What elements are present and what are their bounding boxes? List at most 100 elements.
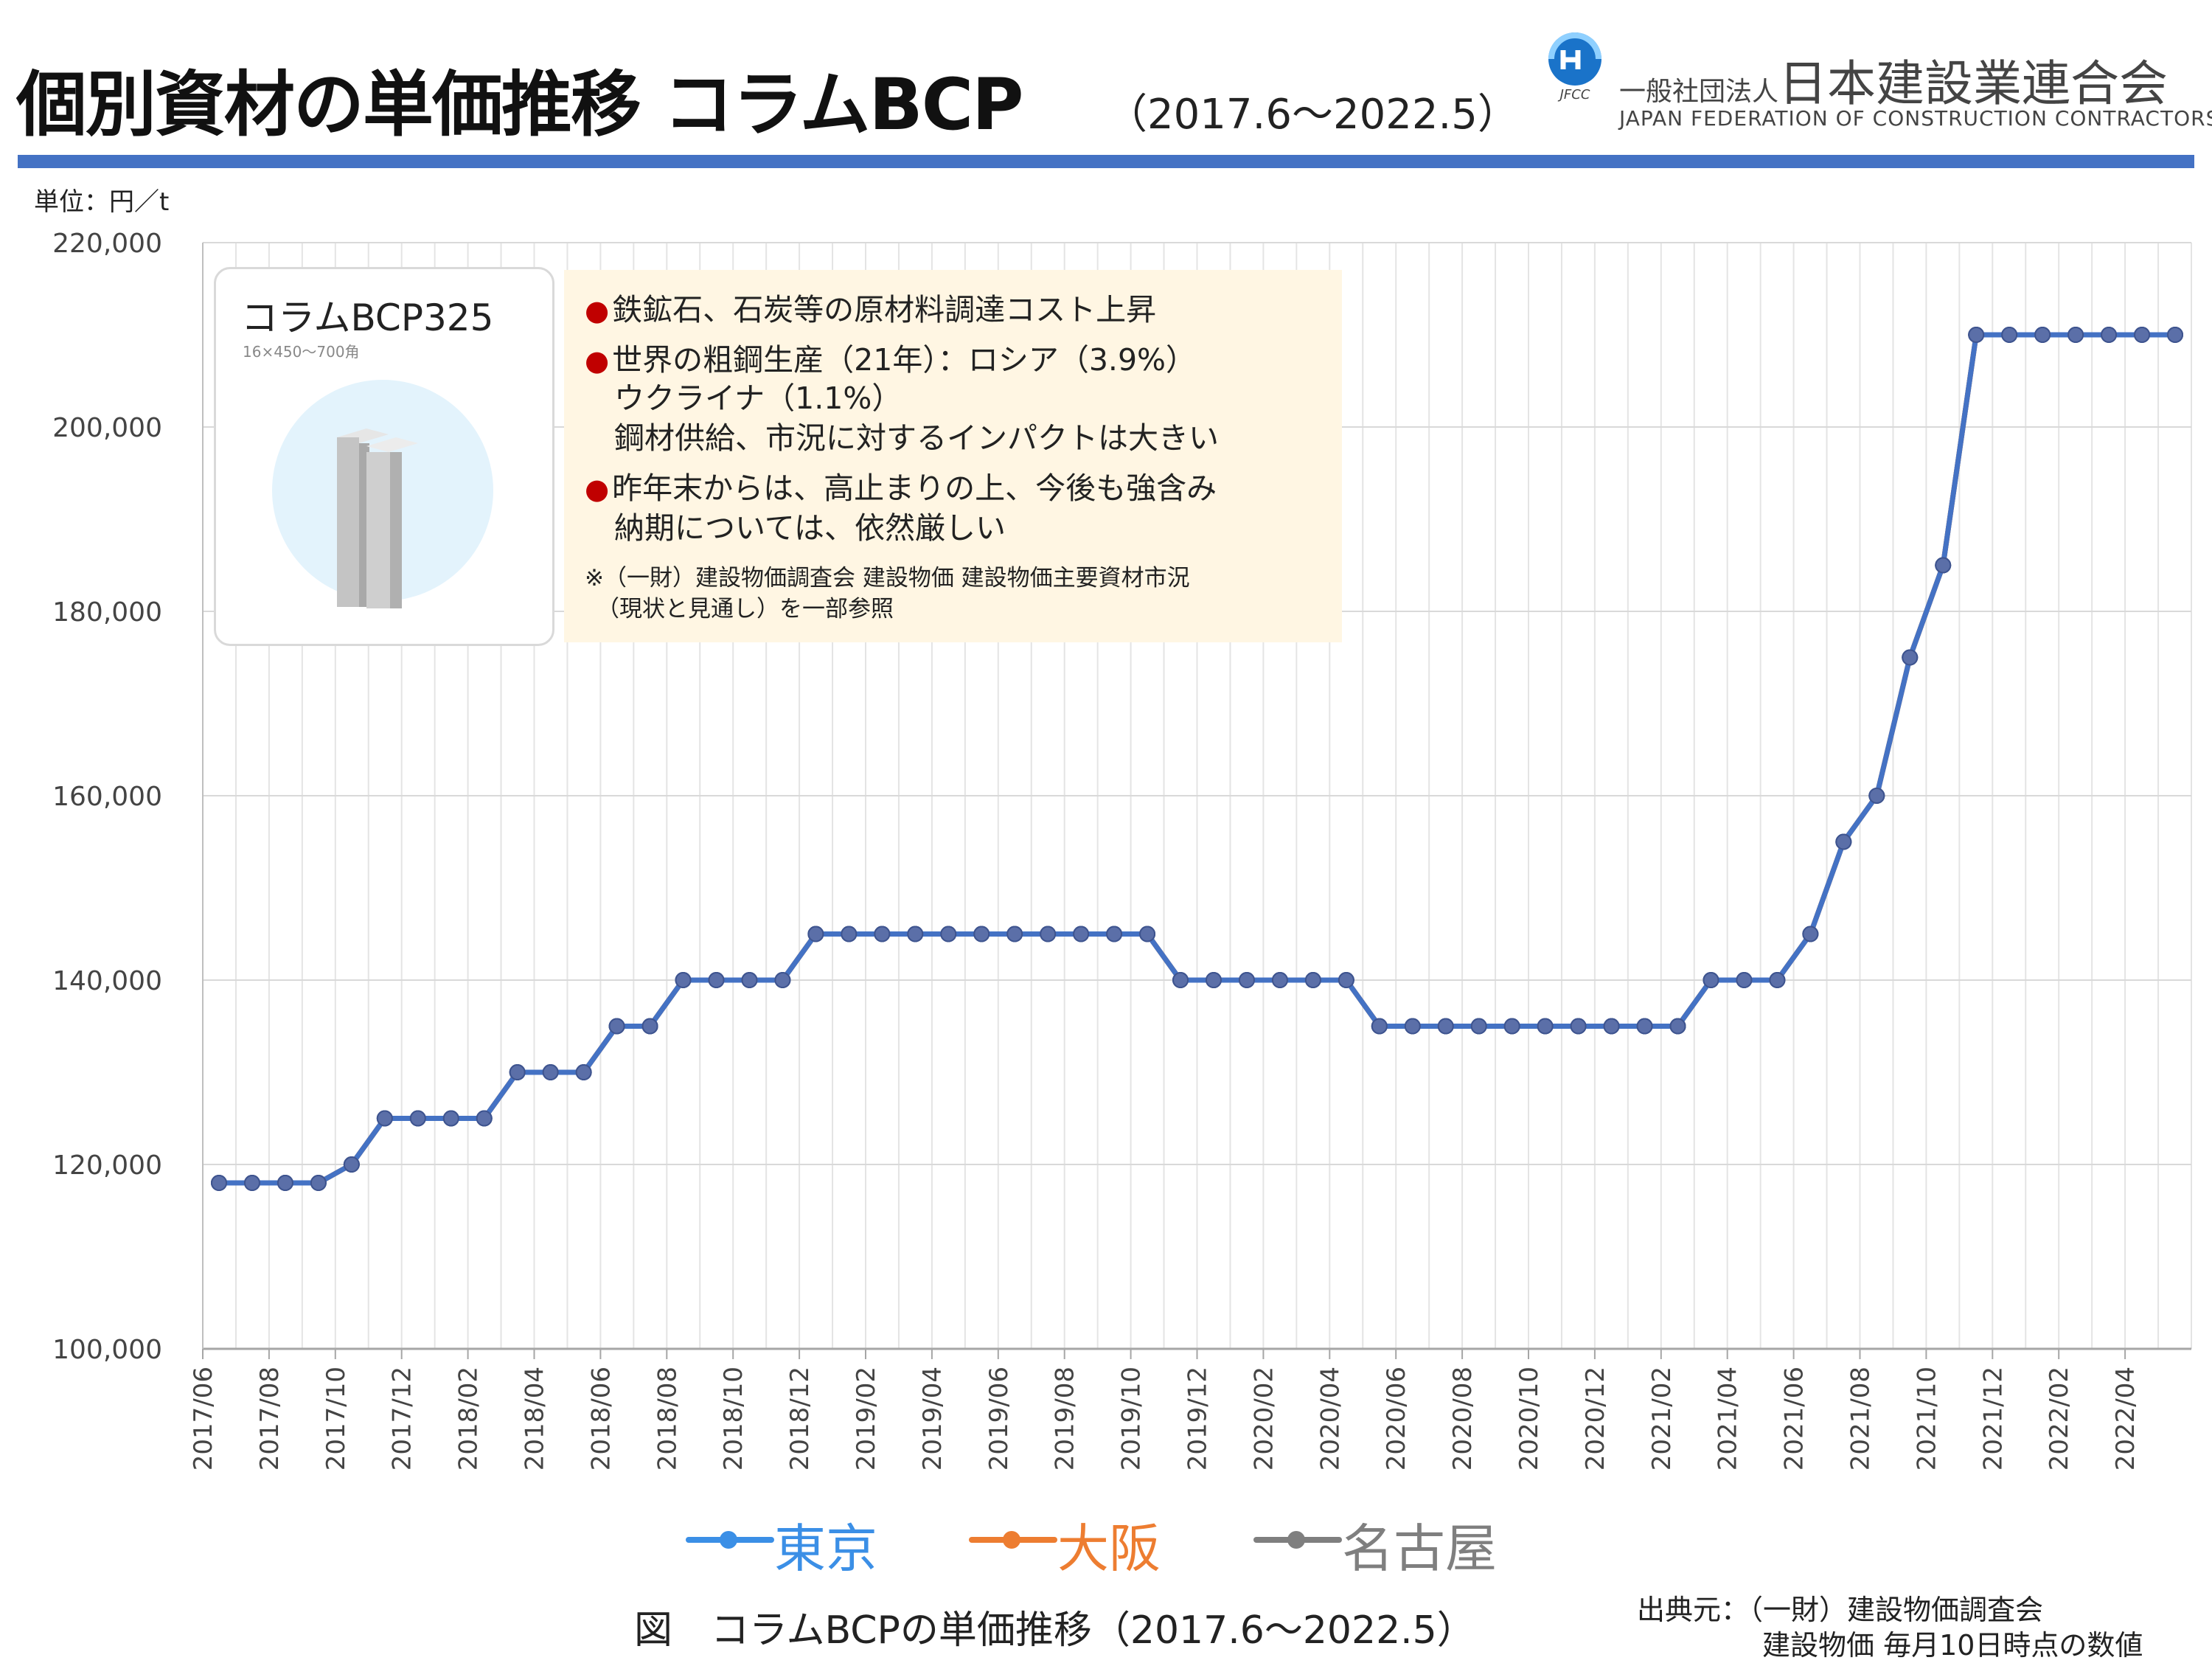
y-tick-label: 140,000 xyxy=(52,966,162,996)
data-point xyxy=(1802,926,1819,942)
data-point xyxy=(1636,1018,1653,1035)
data-point xyxy=(774,972,791,988)
data-point xyxy=(542,1064,559,1080)
x-tick-label: 2021/08 xyxy=(1846,1367,1876,1471)
org-name-prefix: 一般社団法人 xyxy=(1619,77,1779,107)
figure-caption: 図 コラムBCPの単価推移（2017.6～2022.5） xyxy=(634,1608,1475,1653)
legend-marker xyxy=(1003,1531,1020,1549)
data-point xyxy=(1106,926,1123,942)
data-point xyxy=(211,1175,227,1191)
x-tick-label: 2019/08 xyxy=(1051,1367,1080,1471)
data-point xyxy=(1503,1018,1520,1035)
page-title: 個別資材の単価推移 コラムBCP xyxy=(16,63,1024,146)
data-point xyxy=(1172,972,1189,988)
data-point xyxy=(1073,926,1090,942)
note-bullet-2-cont-1: ウクライナ（1.1%） xyxy=(614,381,902,416)
data-point xyxy=(442,1110,459,1127)
data-point xyxy=(1371,1018,1388,1035)
y-tick-label: 160,000 xyxy=(52,782,162,812)
y-tick-label: 200,000 xyxy=(52,413,162,443)
data-point xyxy=(1835,833,1852,850)
data-point xyxy=(1570,1018,1587,1035)
x-tick-label: 2019/02 xyxy=(852,1367,881,1471)
x-tick-label: 2020/10 xyxy=(1514,1367,1544,1471)
x-tick-label: 2018/08 xyxy=(653,1367,682,1471)
data-point xyxy=(1902,649,1919,666)
data-point xyxy=(608,1018,625,1035)
data-point xyxy=(973,926,990,942)
steel-column-image xyxy=(272,380,493,608)
unit-label: 単位：円／t xyxy=(34,187,170,217)
data-point xyxy=(343,1156,360,1173)
data-point xyxy=(575,1064,592,1080)
y-tick-label: 100,000 xyxy=(52,1335,162,1365)
legend-label: 東京 xyxy=(774,1518,877,1579)
bullet-dot-icon: ● xyxy=(585,294,610,327)
data-point xyxy=(1935,557,1952,574)
x-tick-label: 2017/10 xyxy=(321,1367,351,1471)
org-name-en: JAPAN FEDERATION OF CONSTRUCTION CONTRAC… xyxy=(1619,106,2212,131)
logo-wordmark: JFCC xyxy=(1558,87,1590,102)
header-divider xyxy=(18,155,2194,168)
data-point xyxy=(409,1110,426,1127)
data-point xyxy=(807,926,824,942)
notes-box: ●鉄鉱石、石炭等の原材料調達コスト上昇 ●世界の粗鋼生産（21年）：ロシア（3.… xyxy=(564,270,1342,642)
data-point xyxy=(841,926,858,942)
y-tick-label: 220,000 xyxy=(52,229,162,259)
data-point xyxy=(1006,926,1023,942)
legend-marker xyxy=(720,1531,737,1549)
data-point xyxy=(2034,327,2051,343)
x-tick-label: 2021/02 xyxy=(1647,1367,1677,1471)
x-tick-label: 2019/12 xyxy=(1183,1367,1213,1471)
legend-label: 大阪 xyxy=(1057,1518,1161,1579)
y-tick-label: 120,000 xyxy=(52,1150,162,1181)
legend-marker xyxy=(1287,1531,1305,1549)
x-tick-label: 2021/12 xyxy=(1978,1367,2008,1471)
data-point xyxy=(874,926,891,942)
note-bullet-3-cont: 納期については、依然厳しい xyxy=(614,510,1006,546)
data-point xyxy=(1271,972,1288,988)
data-point xyxy=(276,1175,293,1191)
x-tick-label: 2017/08 xyxy=(255,1367,285,1471)
y-tick-label: 180,000 xyxy=(52,597,162,628)
data-point xyxy=(376,1110,393,1127)
data-point xyxy=(1338,972,1354,988)
data-point xyxy=(2067,327,2084,343)
data-point xyxy=(1238,972,1255,988)
data-point xyxy=(675,972,692,988)
data-point xyxy=(1139,926,1156,942)
data-point xyxy=(509,1064,526,1080)
x-tick-label: 2019/10 xyxy=(1117,1367,1147,1471)
data-point xyxy=(1470,1018,1487,1035)
x-tick-label: 2021/04 xyxy=(1714,1367,1743,1471)
source-line-1: 出典元：（一財）建設物価調査会 xyxy=(1637,1594,2044,1626)
legend-label: 名古屋 xyxy=(1342,1518,1497,1579)
data-point xyxy=(1769,972,1786,988)
x-tick-label: 2022/04 xyxy=(2111,1367,2140,1471)
source-line-2: 建設物価 毎月10日時点の数値 xyxy=(1762,1629,2143,1662)
data-point xyxy=(907,926,924,942)
product-name: コラムBCP325 xyxy=(241,296,494,339)
note-reference-2: （現状と見通し）を一部参照 xyxy=(597,596,894,622)
data-point xyxy=(1968,327,1985,343)
product-spec: 16×450～700角 xyxy=(243,343,360,361)
data-point xyxy=(1404,1018,1421,1035)
data-point xyxy=(641,1018,658,1035)
data-point xyxy=(1868,788,1885,804)
org-name-main: 日本建設業連合会 xyxy=(1778,55,2168,112)
data-point xyxy=(741,972,758,988)
data-point xyxy=(708,972,725,988)
org-name: 一般社団法人日本建設業連合会 xyxy=(1619,44,2168,115)
jfcc-logo-icon: JFCC xyxy=(1548,32,1601,102)
data-point xyxy=(243,1175,260,1191)
data-point xyxy=(1040,926,1057,942)
note-bullet-3: ●昨年末からは、高止まりの上、今後も強含み xyxy=(585,471,1217,506)
x-tick-label: 2021/10 xyxy=(1912,1367,1941,1471)
x-tick-label: 2019/04 xyxy=(918,1367,947,1471)
data-point xyxy=(310,1175,327,1191)
x-tick-label: 2020/04 xyxy=(1315,1367,1345,1471)
data-point xyxy=(1537,1018,1554,1035)
note-bullet-2: ●世界の粗鋼生産（21年）：ロシア（3.9%） xyxy=(585,342,1197,378)
bullet-dot-icon: ● xyxy=(585,344,610,377)
